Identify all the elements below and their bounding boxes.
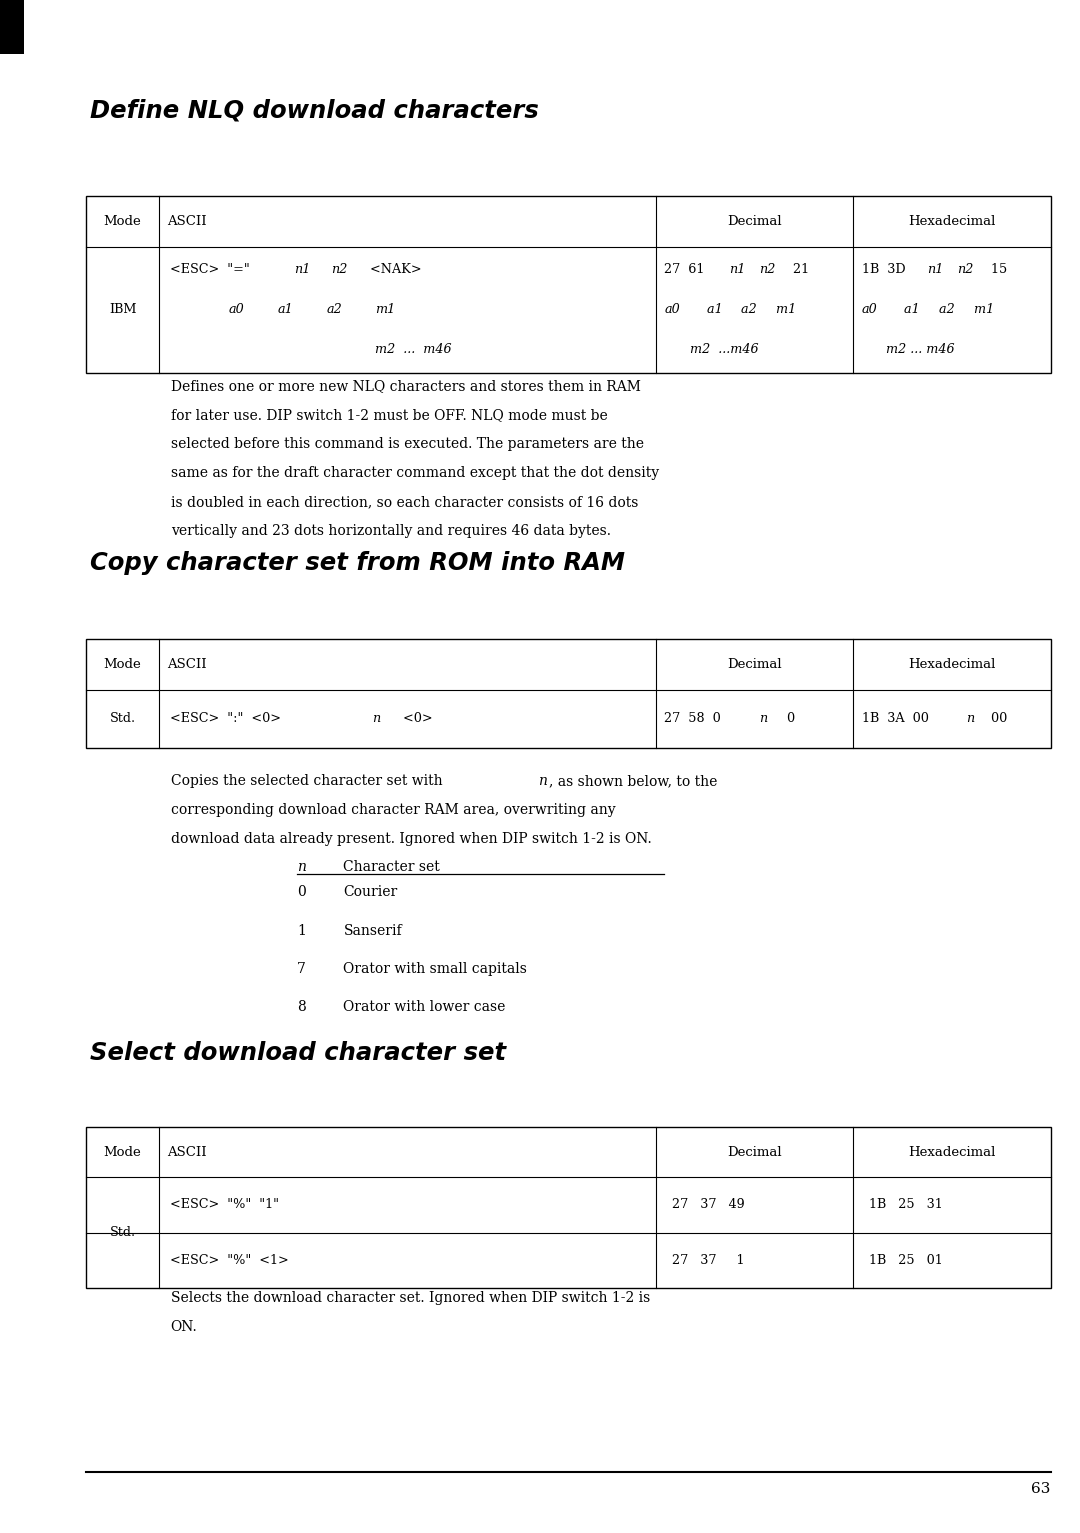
Text: n: n: [373, 713, 381, 725]
Text: Selects the download character set. Ignored when DIP switch 1-2 is: Selects the download character set. Igno…: [171, 1291, 650, 1305]
Text: ON.: ON.: [171, 1320, 198, 1334]
Text: 0: 0: [297, 886, 306, 900]
Text: m1: m1: [966, 304, 994, 316]
Text: n1: n1: [729, 264, 745, 276]
Text: n1: n1: [294, 264, 310, 276]
Text: m2 ... m46: m2 ... m46: [886, 343, 955, 356]
Text: m1: m1: [375, 304, 395, 316]
Text: 63: 63: [1031, 1482, 1051, 1496]
Text: 27  58  0: 27 58 0: [664, 713, 733, 725]
Text: n2: n2: [759, 264, 775, 276]
Text: 21: 21: [785, 264, 809, 276]
Text: , as shown below, to the: , as shown below, to the: [549, 774, 717, 788]
Text: 1B   25   31: 1B 25 31: [869, 1199, 943, 1211]
Text: Std.: Std.: [109, 1226, 136, 1239]
Text: ASCII: ASCII: [167, 1145, 207, 1159]
Text: Orator with small capitals: Orator with small capitals: [343, 963, 527, 977]
Text: a1: a1: [278, 304, 294, 316]
Text: 1B   25   01: 1B 25 01: [869, 1254, 943, 1266]
Text: a2: a2: [326, 304, 342, 316]
Text: a2: a2: [931, 304, 955, 316]
Text: Mode: Mode: [104, 215, 141, 228]
Text: Hexadecimal: Hexadecimal: [908, 658, 996, 671]
Text: Select download character set: Select download character set: [90, 1041, 505, 1065]
Text: n: n: [967, 713, 975, 725]
Text: Std.: Std.: [109, 713, 136, 725]
Text: Copies the selected character set with: Copies the selected character set with: [171, 774, 447, 788]
Text: Decimal: Decimal: [727, 215, 782, 228]
Text: <ESC>  ":"  <0>: <ESC> ":" <0>: [170, 713, 293, 725]
Text: 1B  3D: 1B 3D: [862, 264, 914, 276]
Bar: [86, 639, 1051, 748]
Text: corresponding download character RAM area, overwriting any: corresponding download character RAM are…: [171, 803, 616, 817]
Text: n1: n1: [927, 264, 943, 276]
Text: <ESC>  "%"  "1": <ESC> "%" "1": [170, 1199, 279, 1211]
Text: vertically and 23 dots horizontally and requires 46 data bytes.: vertically and 23 dots horizontally and …: [171, 524, 610, 538]
Text: download data already present. Ignored when DIP switch 1-2 is ON.: download data already present. Ignored w…: [171, 832, 651, 846]
Bar: [86, 1127, 1051, 1288]
Text: Sanserif: Sanserif: [343, 923, 402, 938]
Text: Orator with lower case: Orator with lower case: [343, 1001, 505, 1015]
Text: Copy character set from ROM into RAM: Copy character set from ROM into RAM: [90, 550, 624, 575]
Text: n: n: [538, 774, 546, 788]
Text: a1: a1: [896, 304, 920, 316]
Text: Defines one or more new NLQ characters and stores them in RAM: Defines one or more new NLQ characters a…: [171, 379, 640, 392]
Text: 00: 00: [983, 713, 1007, 725]
Text: 1: 1: [297, 923, 306, 938]
Text: Define NLQ download characters: Define NLQ download characters: [90, 98, 539, 123]
Text: Mode: Mode: [104, 1145, 141, 1159]
Text: selected before this command is executed. The parameters are the: selected before this command is executed…: [171, 437, 644, 451]
Text: 27  61: 27 61: [664, 264, 713, 276]
Text: n2: n2: [332, 264, 348, 276]
Text: Hexadecimal: Hexadecimal: [908, 215, 996, 228]
Text: for later use. DIP switch 1-2 must be OFF. NLQ mode must be: for later use. DIP switch 1-2 must be OF…: [171, 408, 607, 422]
Text: a2: a2: [733, 304, 757, 316]
Text: a0: a0: [664, 304, 680, 316]
Text: 8: 8: [297, 1001, 306, 1015]
Text: same as for the draft character command except that the dot density: same as for the draft character command …: [171, 466, 659, 480]
Text: a1: a1: [699, 304, 723, 316]
Text: <ESC>  "=": <ESC> "=": [170, 264, 257, 276]
Text: m1: m1: [768, 304, 796, 316]
Text: Decimal: Decimal: [727, 658, 782, 671]
Text: 27   37     1: 27 37 1: [672, 1254, 744, 1266]
Text: a0: a0: [862, 304, 878, 316]
Text: 27   37   49: 27 37 49: [672, 1199, 744, 1211]
Text: Mode: Mode: [104, 658, 141, 671]
Text: m2  ...  m46: m2 ... m46: [375, 343, 451, 356]
Text: <ESC>  "%"  <1>: <ESC> "%" <1>: [170, 1254, 288, 1266]
Text: 1B  3A  00: 1B 3A 00: [862, 713, 941, 725]
Bar: [86, 196, 1051, 373]
Text: n: n: [759, 713, 768, 725]
Text: ASCII: ASCII: [167, 215, 207, 228]
Text: IBM: IBM: [109, 304, 136, 316]
Text: is doubled in each direction, so each character consists of 16 dots: is doubled in each direction, so each ch…: [171, 495, 638, 509]
Text: 15: 15: [983, 264, 1007, 276]
Text: <0>: <0>: [391, 713, 433, 725]
Text: 0: 0: [775, 713, 796, 725]
Text: Courier: Courier: [343, 886, 397, 900]
Text: ASCII: ASCII: [167, 658, 207, 671]
Text: Character set: Character set: [343, 860, 441, 874]
Bar: [0, 0, 24, 54]
Text: Decimal: Decimal: [727, 1145, 782, 1159]
Text: <NAK>: <NAK>: [362, 264, 421, 276]
Text: Hexadecimal: Hexadecimal: [908, 1145, 996, 1159]
Text: m2  ...m46: m2 ...m46: [690, 343, 759, 356]
Text: a0: a0: [229, 304, 245, 316]
Text: n: n: [297, 860, 306, 874]
Text: 7: 7: [297, 963, 306, 977]
Text: n2: n2: [957, 264, 973, 276]
